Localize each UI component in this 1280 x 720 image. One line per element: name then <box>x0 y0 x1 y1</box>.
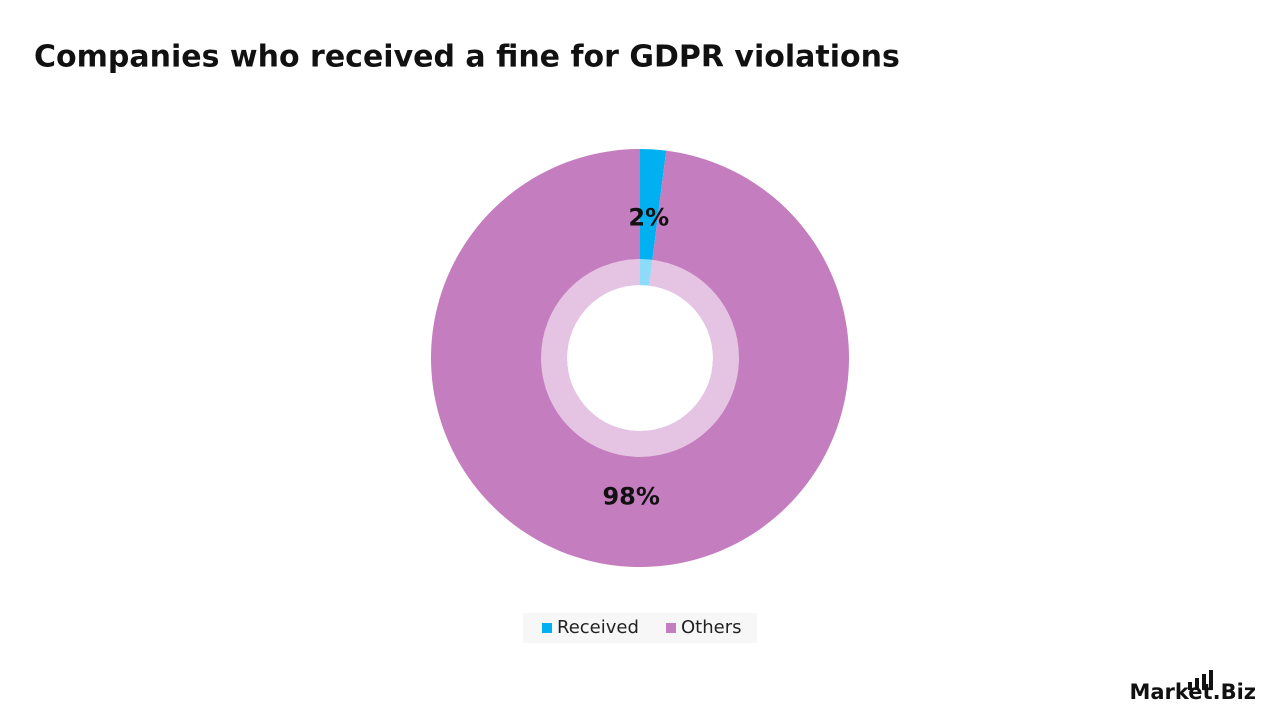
value-label: 2% <box>628 203 669 231</box>
donut-hole <box>567 285 713 431</box>
logo-bar <box>1195 678 1199 690</box>
value-label: 98% <box>602 483 659 511</box>
legend-label: Received <box>557 617 639 638</box>
legend-box <box>523 613 757 643</box>
logo-text: Market.Biz <box>1129 680 1256 704</box>
logo-bar <box>1209 670 1213 690</box>
logo: Market.Biz <box>1129 670 1256 704</box>
legend-swatch <box>666 623 676 633</box>
chart-title: Companies who received a fine for GDPR v… <box>34 40 900 75</box>
inner-ring <box>541 259 739 457</box>
logo-bar <box>1188 682 1192 690</box>
legend-label: Others <box>681 617 742 638</box>
logo-bar <box>1202 674 1206 690</box>
legend-swatch <box>542 623 552 633</box>
